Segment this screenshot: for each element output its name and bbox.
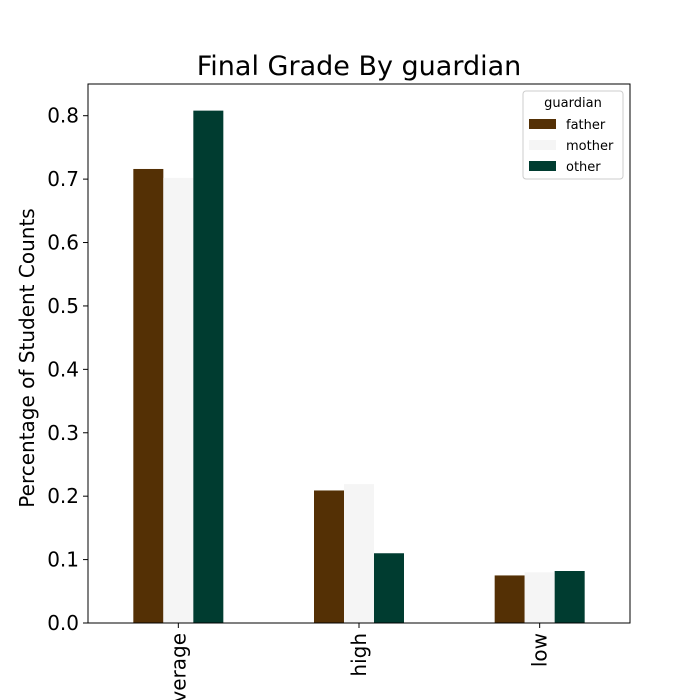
y-tick-label: 0.8 xyxy=(47,104,79,128)
plot-area: 0.0 0.1 0.2 0.3 0.4 0.5 0.6 0.7 0.8 average high lo… xyxy=(47,83,631,700)
legend-box xyxy=(522,90,624,180)
legend-swatch-father xyxy=(529,119,556,129)
y-tick-label: 0.3 xyxy=(47,421,79,445)
bar-other-high xyxy=(374,553,404,623)
legend-swatch-other xyxy=(529,161,556,171)
bar-father-average xyxy=(133,168,164,623)
y-tick-label: 0.7 xyxy=(47,167,79,191)
bar-other-low xyxy=(554,571,585,623)
bar-mother-average xyxy=(163,177,194,623)
bar-father-high xyxy=(314,490,344,623)
x-tick-label: average xyxy=(166,633,190,700)
y-tick-label: 0.4 xyxy=(47,357,79,381)
y-tick-label: 0.0 xyxy=(47,611,79,635)
legend-label-mother: mother xyxy=(566,139,614,154)
chart-title: Final Grade By guardian xyxy=(197,51,522,82)
legend-swatch-mother xyxy=(529,140,556,150)
legend-title: guardian xyxy=(544,96,602,111)
bar-mother-low xyxy=(524,572,555,623)
bar-mother-high xyxy=(344,484,374,623)
y-tick-label: 0.1 xyxy=(47,548,79,572)
x-tick-label: low xyxy=(528,633,552,667)
y-tick-label: 0.6 xyxy=(47,231,79,255)
bar-other-average xyxy=(193,110,224,623)
legend-label-other: other xyxy=(566,160,601,175)
legend-label-father: father xyxy=(566,118,606,133)
y-axis-label: Percentage of Student Counts xyxy=(15,208,39,507)
y-tick-label: 0.2 xyxy=(47,484,79,508)
x-tick-label: high xyxy=(347,633,371,677)
bar-father-low xyxy=(494,575,525,623)
y-tick-label: 0.5 xyxy=(47,294,79,318)
